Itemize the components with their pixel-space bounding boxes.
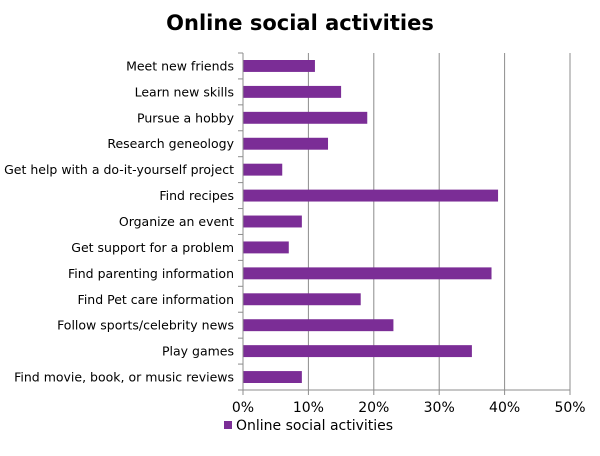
legend-swatch: [224, 421, 232, 429]
legend: Online social activities: [224, 418, 393, 434]
category-label: Organize an event: [119, 214, 234, 229]
category-labels: Meet new friends Learn new skills Pursue a…: [4, 58, 235, 384]
bar-12: [243, 371, 302, 383]
category-label: Meet new friends: [126, 58, 234, 73]
bar-1: [243, 86, 341, 98]
category-label: Find parenting information: [68, 266, 234, 281]
category-label: Learn new skills: [135, 84, 234, 99]
category-label: Get support for a problem: [71, 240, 234, 255]
category-label: Pursue a hobby: [137, 110, 235, 125]
category-label: Find recipes: [159, 188, 234, 203]
bar-7: [243, 241, 289, 253]
bar-4: [243, 164, 282, 176]
bar-2: [243, 112, 367, 124]
bar-8: [243, 267, 492, 279]
bars: [243, 60, 498, 383]
bar-6: [243, 216, 302, 228]
category-label: Follow sports/celebrity news: [57, 318, 234, 333]
x-tick-label: 20%: [358, 400, 389, 416]
gridlines: [308, 53, 570, 390]
x-tick-label: 50%: [554, 400, 585, 416]
bar-9: [243, 293, 361, 305]
legend-label: Online social activities: [236, 418, 393, 434]
bar-10: [243, 319, 393, 331]
bar-5: [243, 190, 498, 202]
category-label: Get help with a do-it-yourself project: [4, 162, 234, 177]
category-label: Find Pet care information: [78, 292, 234, 307]
x-tick-label: 10%: [293, 400, 324, 416]
bar-3: [243, 138, 328, 150]
category-label: Research geneology: [107, 136, 234, 151]
x-tick-label: 0%: [232, 400, 254, 416]
category-label: Find movie, book, or music reviews: [14, 370, 234, 385]
x-tick-labels: 0% 10% 20% 30% 40% 50%: [232, 400, 586, 416]
x-tick-label: 30%: [424, 400, 455, 416]
bar-11: [243, 345, 472, 357]
bar-0: [243, 60, 315, 72]
chart-title: Online social activities: [166, 11, 434, 35]
category-label: Play games: [162, 344, 234, 359]
x-tick-label: 40%: [489, 400, 520, 416]
